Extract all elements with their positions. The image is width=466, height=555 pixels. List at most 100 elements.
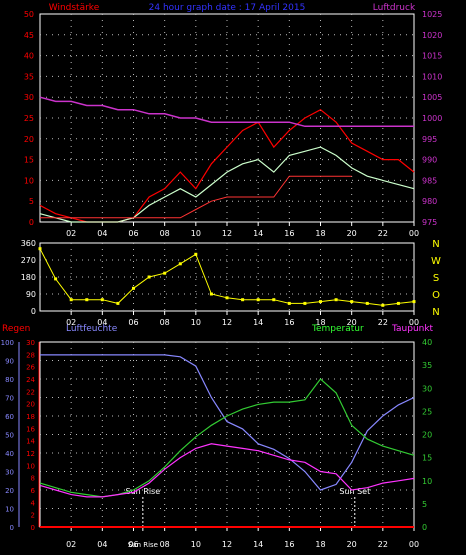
- sunrise-annotation: Sun Rise: [126, 487, 161, 496]
- wind-x-tick-label: 02: [66, 229, 76, 238]
- humidity-y-tick: 60: [5, 413, 14, 421]
- pressure-y-tick: 1015: [422, 52, 442, 61]
- humidity-y-tick: 0: [10, 524, 14, 532]
- climate-x-tick-label: 02: [66, 540, 76, 549]
- pressure-y-tick: 1000: [422, 114, 442, 123]
- humidity-y-tick: 80: [5, 376, 14, 384]
- right-axis-label: Luftdruck: [373, 3, 416, 13]
- wind-series: [39, 146, 415, 223]
- direction-compass-label: O: [432, 290, 440, 301]
- temp-y-tick: 40: [422, 338, 432, 347]
- wind-y-tick: 30: [24, 93, 34, 102]
- wind-x-tick-label: 08: [160, 229, 170, 238]
- direction-y-tick: 360: [21, 239, 36, 248]
- humidity-y-tick: 90: [5, 358, 14, 366]
- rain-y-tick: 24: [26, 376, 35, 384]
- temperatur-label: Temperatur: [311, 324, 364, 334]
- rain-y-tick: 6: [31, 487, 36, 495]
- direction-series: [39, 248, 415, 306]
- wind-y-tick: 15: [24, 156, 34, 165]
- climate-x-tick-label: Sun Rise: [128, 541, 158, 549]
- direction-x-tick-label: 08: [160, 318, 170, 327]
- luftfeuchte-label: Luftfeuchte: [66, 324, 118, 334]
- direction-x-tick-label: 12: [222, 318, 232, 327]
- climate-x-tick-label: 06: [128, 540, 138, 549]
- rain-y-tick: 2: [31, 512, 35, 520]
- direction-compass-label: S: [433, 273, 439, 284]
- direction-x-tick-label: 00: [409, 318, 419, 327]
- direction-compass-label: N: [432, 239, 439, 250]
- climate-x-tick-label: 04: [97, 540, 107, 549]
- humidity-y-tick: 50: [5, 432, 14, 440]
- pressure-y-tick: 985: [422, 176, 437, 185]
- rain-y-tick: 14: [26, 438, 35, 446]
- humidity-y-tick: 100: [1, 339, 14, 347]
- wind-y-tick: 45: [24, 31, 34, 40]
- humidity-y-tick: 40: [5, 450, 14, 458]
- climate-x-tick-label: 12: [222, 540, 232, 549]
- dewpoint-series: [39, 443, 415, 498]
- direction-x-tick-label: 04: [97, 318, 107, 327]
- left-axis-label: Windstärke: [49, 3, 100, 13]
- humidity-y-tick: 70: [5, 395, 14, 403]
- direction-x-tick-label: 16: [284, 318, 294, 327]
- climate-x-tick-label: 14: [253, 540, 263, 549]
- humidity-y-tick: 30: [5, 469, 14, 477]
- pressure-y-tick: 995: [422, 135, 437, 144]
- climate-x-tick-label: 00: [409, 540, 419, 549]
- pressure-y-tick: 1020: [422, 31, 442, 40]
- temp-y-tick: 35: [422, 361, 432, 370]
- wind-y-tick: 10: [24, 176, 34, 185]
- rain-y-tick: 26: [26, 364, 35, 372]
- rain-y-tick: 30: [26, 339, 35, 347]
- direction-x-tick-label: 14: [253, 318, 263, 327]
- climate-x-tick-label: 22: [378, 540, 388, 549]
- sunset-annotation: Sun Set: [339, 487, 370, 496]
- direction-x-tick-label: 10: [191, 318, 201, 327]
- climate-x-tick-label: 08: [160, 540, 170, 549]
- wind-x-tick-label: 12: [222, 229, 232, 238]
- temp-y-tick: 15: [422, 454, 432, 463]
- avg-wind-series: [40, 175, 352, 219]
- wind-x-tick-label: 22: [378, 229, 388, 238]
- wind-x-tick-label: 16: [284, 229, 294, 238]
- temp-y-tick: 0: [422, 523, 427, 532]
- pressure-y-tick: 1010: [422, 72, 442, 81]
- direction-x-tick-label: 20: [347, 318, 357, 327]
- climate-x-tick-label: 10: [191, 540, 201, 549]
- pressure-y-tick: 980: [422, 197, 437, 206]
- pressure-series: [39, 96, 414, 128]
- rain-y-tick: 28: [26, 351, 35, 359]
- temp-y-tick: 20: [422, 431, 432, 440]
- pressure-y-tick: 990: [422, 156, 437, 165]
- humidity-y-tick: 10: [5, 506, 14, 514]
- wind-y-tick: 20: [24, 135, 34, 144]
- humidity-series: [40, 354, 415, 491]
- direction-y-tick: 270: [21, 256, 36, 265]
- wind-x-tick-label: 18: [315, 229, 325, 238]
- chart-title: 24 hour graph date : 17 April 2015: [149, 3, 306, 13]
- rain-y-tick: 10: [26, 462, 35, 470]
- temp-y-tick: 25: [422, 407, 432, 416]
- wind-y-tick: 5: [29, 197, 34, 206]
- wind-y-tick: 35: [24, 72, 34, 81]
- direction-x-tick-label: 02: [66, 318, 76, 327]
- wind-x-tick-label: 10: [191, 229, 201, 238]
- direction-y-tick: 0: [31, 307, 36, 316]
- climate-x-tick-label: 20: [347, 540, 357, 549]
- wind-y-tick: 0: [29, 218, 34, 227]
- wind-x-tick-label: 14: [253, 229, 263, 238]
- direction-compass-label: N: [432, 307, 439, 318]
- temp-y-tick: 5: [422, 500, 427, 509]
- pressure-y-tick: 1025: [422, 10, 442, 19]
- humidity-y-tick: 20: [5, 487, 14, 495]
- pressure-y-tick: 1005: [422, 93, 442, 102]
- wind-x-tick-label: 06: [128, 229, 138, 238]
- direction-compass-label: W: [431, 256, 441, 267]
- direction-x-tick-label: 06: [128, 318, 138, 327]
- direction-y-tick: 180: [21, 273, 36, 282]
- wind-y-tick: 40: [24, 52, 34, 61]
- temp-y-tick: 30: [422, 384, 432, 393]
- wind-x-tick-label: 04: [97, 229, 107, 238]
